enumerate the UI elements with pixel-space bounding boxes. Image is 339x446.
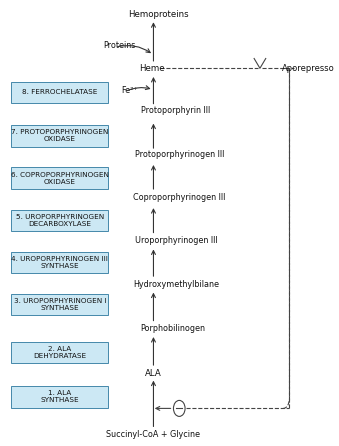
Text: Protoporphyrinogen III: Protoporphyrinogen III (135, 149, 224, 159)
Text: Heme: Heme (139, 64, 165, 73)
Text: Protoporphyrin III: Protoporphyrin III (141, 107, 211, 116)
Text: Porphobilinogen: Porphobilinogen (140, 324, 205, 333)
FancyBboxPatch shape (12, 167, 108, 189)
FancyBboxPatch shape (12, 82, 108, 103)
Text: Uroporphyrinogen III: Uroporphyrinogen III (135, 236, 217, 245)
Text: Succinyl-CoA + Glycine: Succinyl-CoA + Glycine (106, 429, 200, 439)
Text: 3. UROPORPHYRINOGEN I
SYNTHASE: 3. UROPORPHYRINOGEN I SYNTHASE (14, 298, 106, 311)
Text: 8. FERROCHELATASE: 8. FERROCHELATASE (22, 89, 98, 95)
Text: 7. PROTOPORPHYRINOGEN
OXIDASE: 7. PROTOPORPHYRINOGEN OXIDASE (11, 129, 108, 142)
Text: 5. UROPORPHYRINOGEN
DECARBOXYLASE: 5. UROPORPHYRINOGEN DECARBOXYLASE (16, 214, 104, 227)
Text: Proteins: Proteins (103, 41, 136, 50)
Circle shape (174, 401, 185, 417)
Text: 2. ALA
DEHYDRATASE: 2. ALA DEHYDRATASE (33, 346, 86, 359)
FancyBboxPatch shape (12, 386, 108, 408)
Text: Coproporphyrinogen III: Coproporphyrinogen III (133, 193, 225, 202)
Text: ALA: ALA (145, 369, 162, 378)
FancyBboxPatch shape (12, 252, 108, 273)
Text: Hydroxymethylbilane: Hydroxymethylbilane (133, 280, 219, 289)
FancyBboxPatch shape (12, 294, 108, 315)
Text: Fe²⁺: Fe²⁺ (121, 87, 138, 95)
Text: 6. COPROPORPHYRINOGEN
OXIDASE: 6. COPROPORPHYRINOGEN OXIDASE (11, 172, 109, 185)
Text: Hemoproteins: Hemoproteins (128, 9, 188, 19)
Text: 4. UROPORPHYRINOGEN III
SYNTHASE: 4. UROPORPHYRINOGEN III SYNTHASE (12, 256, 108, 269)
FancyBboxPatch shape (12, 210, 108, 231)
FancyBboxPatch shape (12, 342, 108, 363)
Text: Aporepresso: Aporepresso (282, 64, 335, 73)
Text: 1. ALA
SYNTHASE: 1. ALA SYNTHASE (41, 390, 79, 403)
FancyBboxPatch shape (12, 125, 108, 147)
